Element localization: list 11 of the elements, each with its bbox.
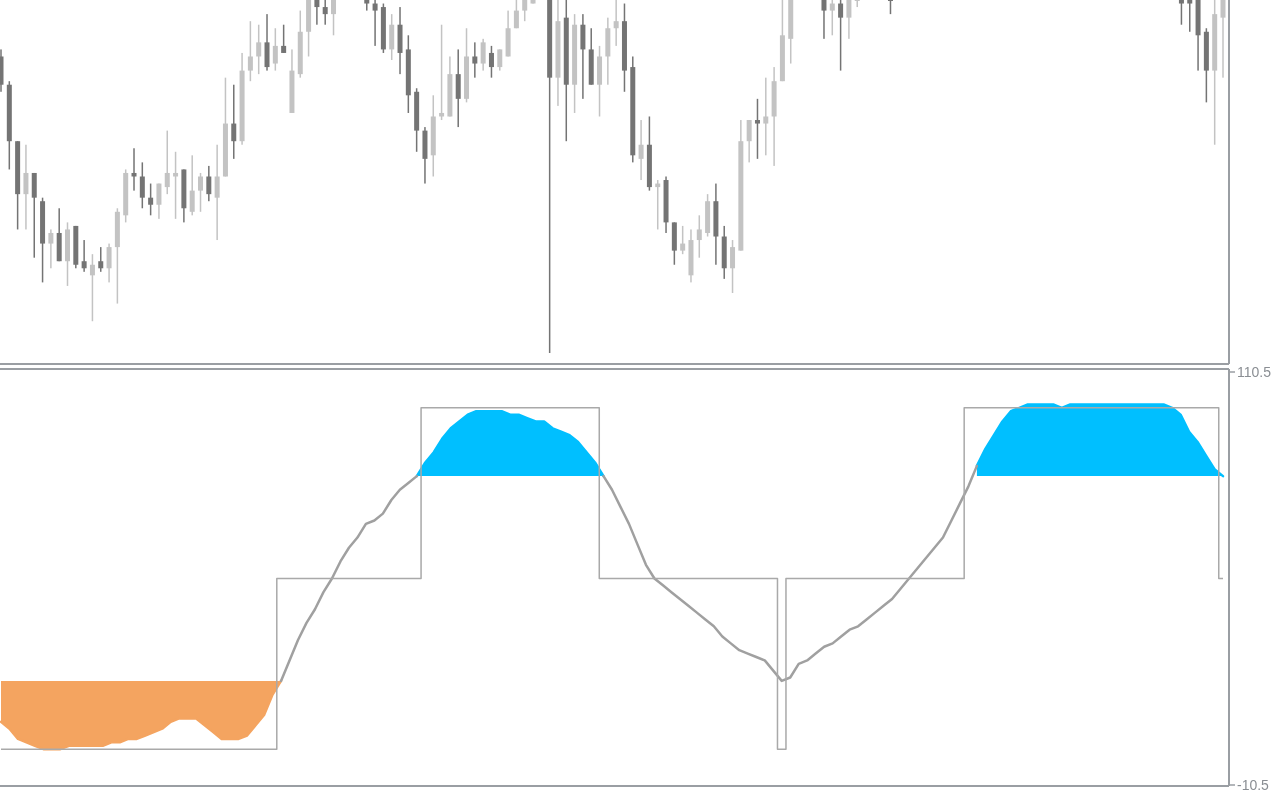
candlestick: [314, 0, 320, 25]
candlestick: [1220, 0, 1226, 78]
candlestick: [854, 0, 860, 8]
candlestick: [613, 0, 619, 46]
candlestick: [98, 247, 104, 272]
candlestick: [81, 240, 87, 272]
candlestick: [372, 0, 378, 46]
candlestick: [821, 0, 827, 39]
y-tick-label: 110.5: [1237, 363, 1272, 380]
y-tick-label: -10.5: [1237, 776, 1270, 793]
candlestick: [322, 0, 328, 25]
